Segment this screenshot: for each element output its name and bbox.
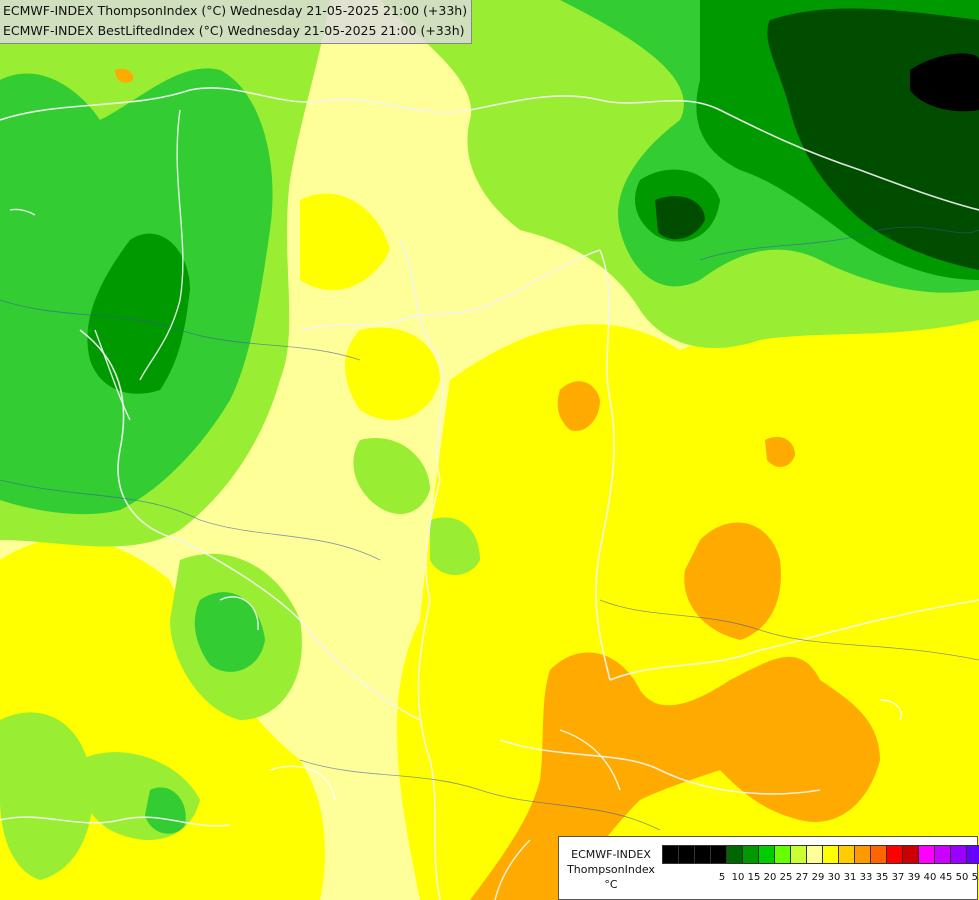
- legend-swatch: [710, 845, 727, 864]
- zone-light-green: [0, 712, 93, 880]
- legend-tick-label: 29: [811, 872, 825, 883]
- legend-title: ECMWF-INDEX ThompsonIndex °C: [563, 847, 659, 892]
- legend-tick-label: 35: [875, 872, 889, 883]
- legend-tick-label: 15: [747, 872, 761, 883]
- legend-swatch: [790, 845, 807, 864]
- zone-orange: [115, 68, 134, 83]
- legend-tick-label: 40: [923, 872, 937, 883]
- legend-swatch: [966, 845, 979, 864]
- legend-tick-label: 27: [795, 872, 809, 883]
- legend-swatch: [694, 845, 711, 864]
- legend-swatch: [726, 845, 743, 864]
- legend-tick-label: 55: [971, 872, 979, 883]
- legend-swatch: [934, 845, 951, 864]
- legend-tick-label: 39: [907, 872, 921, 883]
- legend-tick-label: 20: [763, 872, 777, 883]
- legend-swatch: [758, 845, 775, 864]
- legend-swatch: [838, 845, 855, 864]
- legend-variable: ThompsonIndex: [567, 863, 655, 876]
- map-title: ECMWF-INDEX ThompsonIndex (°C) Wednesday…: [0, 0, 473, 44]
- zone-yellow: [300, 193, 390, 290]
- legend-tick-label: 30: [827, 872, 841, 883]
- legend-swatch: [678, 845, 695, 864]
- legend-tick-label: 5: [718, 872, 726, 883]
- zone-black: [910, 53, 979, 112]
- title-thompson-index: ECMWF-INDEX ThompsonIndex (°C) Wednesday…: [3, 3, 468, 18]
- rivers: [0, 226, 979, 831]
- legend-swatches: [662, 845, 979, 864]
- legend-swatch: [822, 845, 839, 864]
- title-best-lifted-index: ECMWF-INDEX BestLiftedIndex (°C) Wednesd…: [3, 23, 465, 38]
- zone-green: [194, 592, 265, 672]
- legend-swatch: [742, 845, 759, 864]
- legend-swatch: [662, 845, 679, 864]
- legend-tick-label: 37: [891, 872, 905, 883]
- zone-orange: [765, 436, 795, 467]
- country-borders: [0, 87, 979, 900]
- legend-tick-label: 50: [955, 872, 969, 883]
- zone-orange: [684, 522, 781, 640]
- color-legend: ECMWF-INDEX ThompsonIndex °C 5 10 15 20 25 27…: [558, 836, 979, 900]
- legend-ticks: 51015202527293031333537394045505560: [714, 872, 979, 883]
- zone-light-green: [430, 517, 480, 575]
- legend-unit: °C: [604, 878, 618, 891]
- zone-yellow: [396, 310, 979, 900]
- legend-swatch: [902, 845, 919, 864]
- legend-model: ECMWF-INDEX: [571, 848, 651, 861]
- legend-swatch: [950, 845, 967, 864]
- legend-swatch: [870, 845, 887, 864]
- legend-tick-label: 33: [859, 872, 873, 883]
- zone-orange: [557, 381, 600, 431]
- legend-swatch: [918, 845, 935, 864]
- legend-swatch: [806, 845, 823, 864]
- legend-swatch: [886, 845, 903, 864]
- zone-light-green: [353, 438, 430, 514]
- zone-dark-green: [655, 196, 705, 240]
- zone-green: [145, 787, 186, 834]
- legend-tick-label: 25: [779, 872, 793, 883]
- legend-swatch: [774, 845, 791, 864]
- legend-tick-label: 10: [731, 872, 745, 883]
- legend-tick-label: 45: [939, 872, 953, 883]
- contours-white: [9, 109, 902, 900]
- zone-mid-green: [87, 233, 190, 394]
- legend-swatch: [854, 845, 871, 864]
- legend-tick-label: 31: [843, 872, 857, 883]
- zone-yellow: [345, 327, 440, 420]
